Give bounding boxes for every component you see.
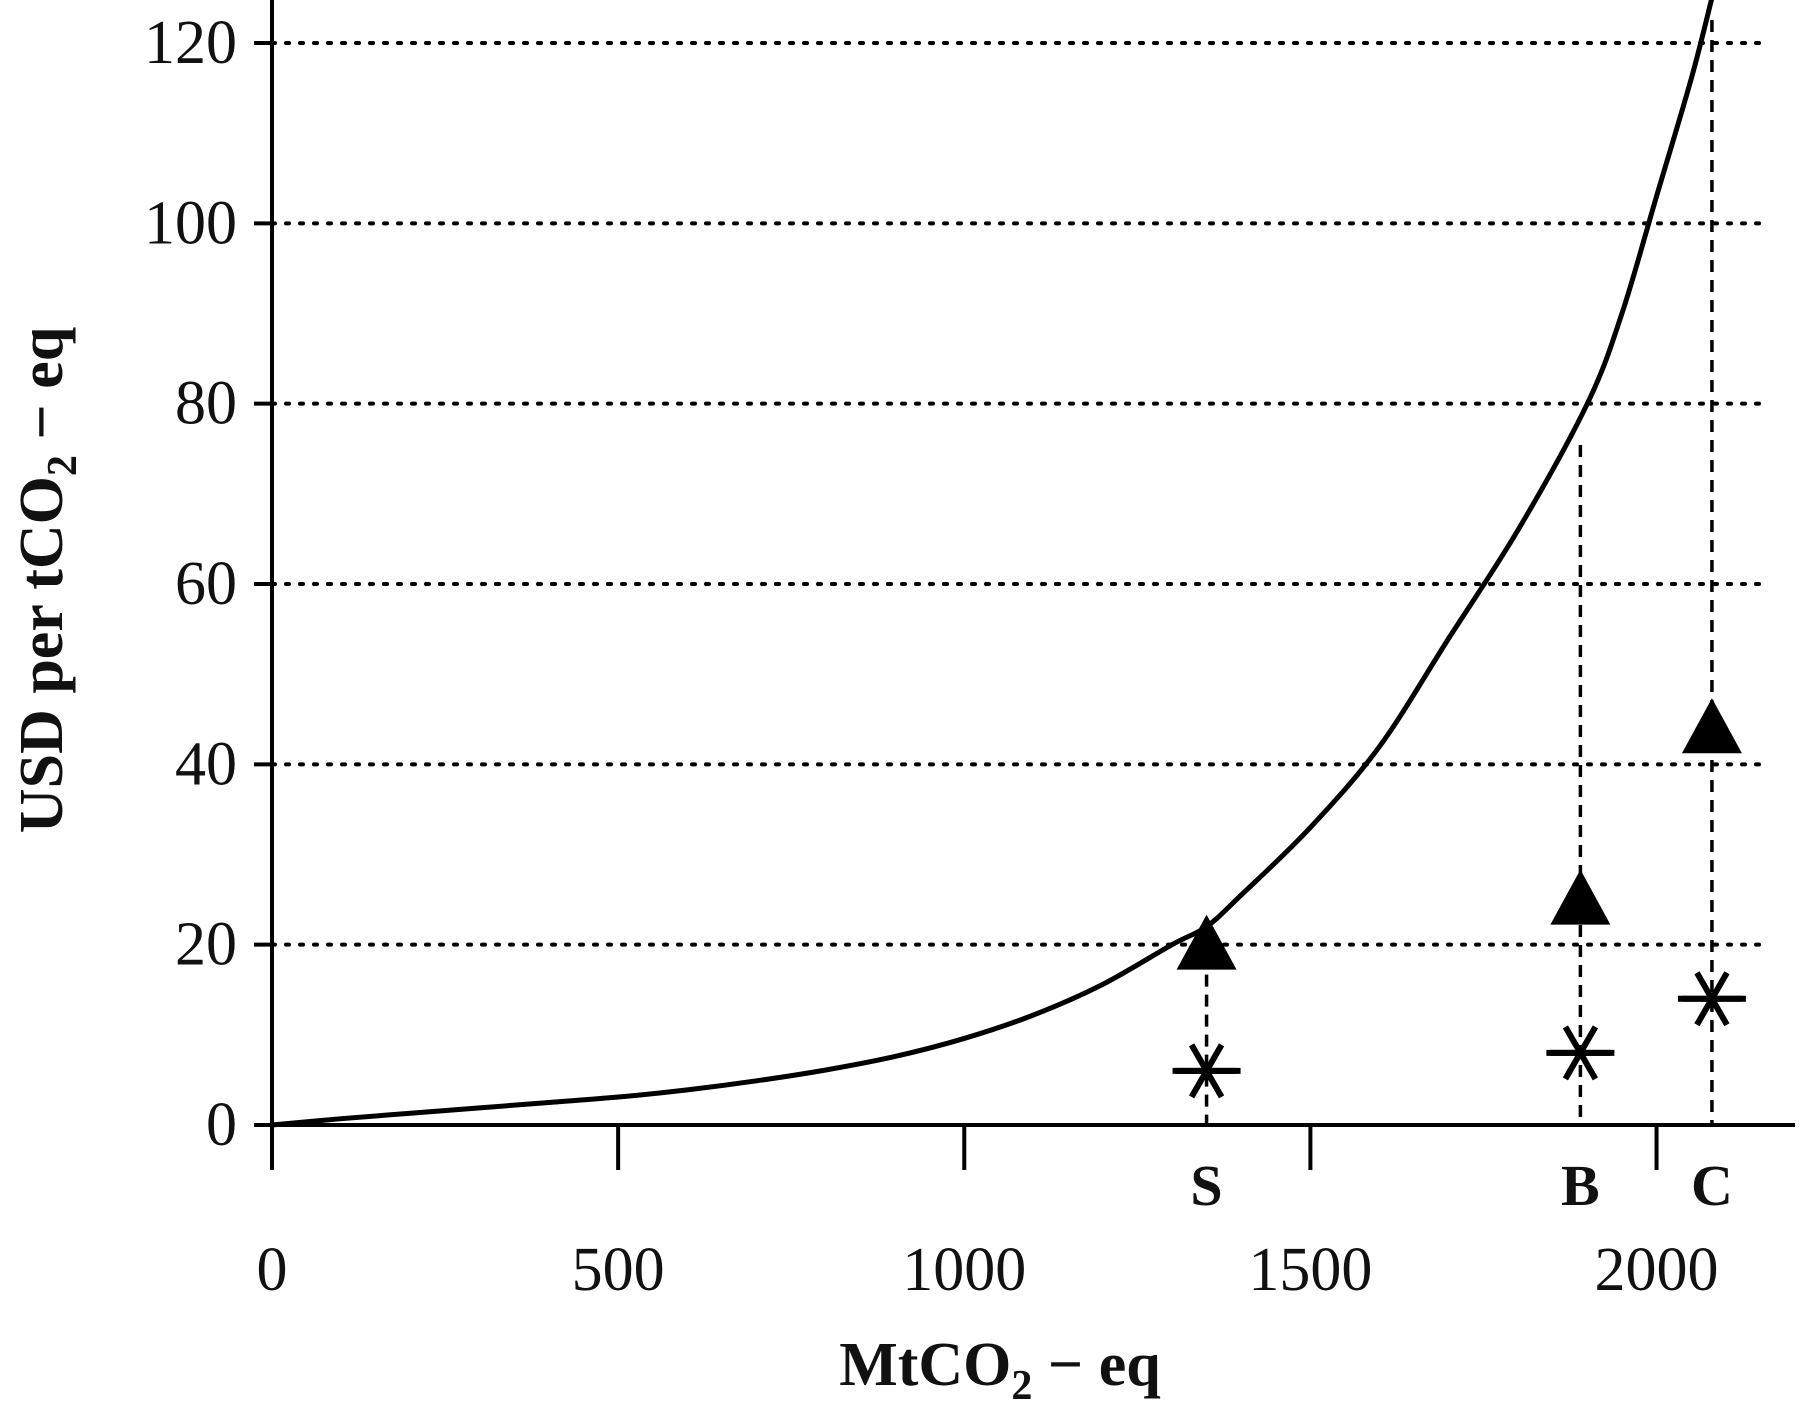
x-tick-label-1000: 1000 <box>902 1236 1026 1304</box>
point-label-S: S <box>1190 1153 1222 1218</box>
y-tick-label-0: 0 <box>206 1091 237 1159</box>
x-tick-label-2000: 2000 <box>1595 1236 1719 1304</box>
x-axis-title: MtCO2 − eq <box>839 1331 1161 1409</box>
star-marker-C <box>1677 971 1746 1027</box>
triangle-marker-C <box>1681 698 1742 754</box>
triangle-marker-S <box>1176 914 1237 970</box>
triangle-marker-B <box>1550 869 1611 925</box>
x-tick-label-1500: 1500 <box>1248 1236 1372 1304</box>
axis-layer <box>254 0 1795 1170</box>
y-tick-label-60: 60 <box>175 550 237 618</box>
cost-curve <box>271 0 1714 1128</box>
label-layer: 0 20 40 60 80 100 120 0 500 1000 1500 2000 S B C <box>144 9 1733 1304</box>
point-label-C: C <box>1691 1153 1733 1218</box>
x-tick-label-0: 0 <box>257 1236 288 1304</box>
x-tick-label-500: 500 <box>572 1236 665 1304</box>
y-axis-title: USD per tCO2 − eq <box>8 327 86 833</box>
y-tick-label-120: 120 <box>144 9 237 77</box>
y-tick-label-40: 40 <box>175 730 237 798</box>
curve-layer <box>271 0 1714 1128</box>
point-label-B: B <box>1561 1153 1600 1218</box>
y-tick-label-20: 20 <box>175 911 237 979</box>
grid-layer <box>270 41 1772 947</box>
y-tick-label-80: 80 <box>175 370 237 438</box>
star-marker-S <box>1172 1043 1241 1099</box>
marker-layer <box>1172 20 1746 1125</box>
y-tick-label-100: 100 <box>144 189 237 257</box>
star-marker-B <box>1546 1025 1615 1081</box>
